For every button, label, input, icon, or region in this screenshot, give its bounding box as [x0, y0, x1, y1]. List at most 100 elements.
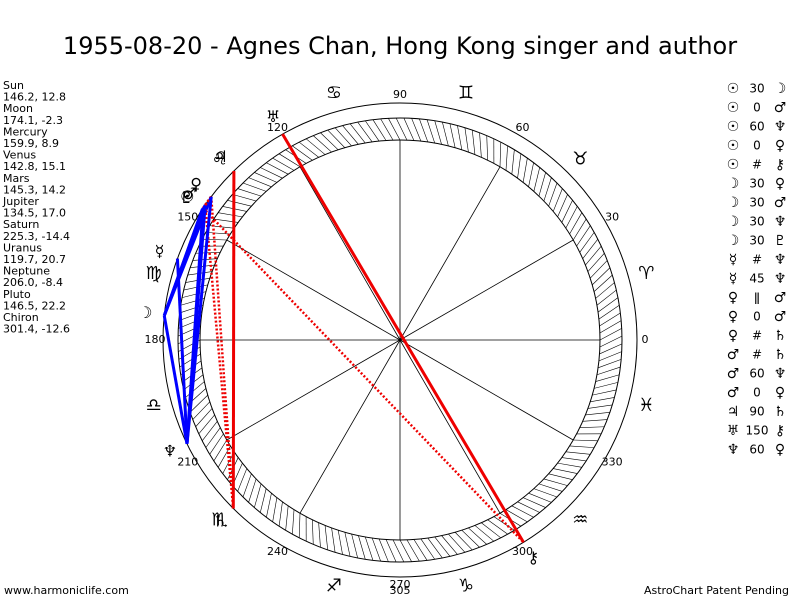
- hatch: [562, 458, 586, 461]
- aspect-from: ☉: [727, 100, 740, 116]
- hatch: [358, 536, 365, 560]
- sign-glyph: ♈: [638, 263, 654, 284]
- hatch: [286, 506, 288, 530]
- hatch: [338, 530, 342, 554]
- aspect-type: 30: [749, 234, 764, 248]
- aspect-line: [205, 205, 233, 508]
- hatch: [193, 402, 210, 420]
- spoke: [400, 167, 500, 340]
- hatch: [407, 540, 419, 561]
- hatch: [206, 232, 231, 234]
- hatch: [184, 285, 208, 290]
- hatch: [210, 434, 224, 454]
- aspect-type: 60: [749, 367, 764, 381]
- aspect-from: ♃: [727, 404, 740, 420]
- planet-glyph: ♃: [213, 147, 227, 166]
- aspect-from: ♀: [728, 328, 738, 344]
- spoke: [400, 340, 573, 440]
- hatch: [596, 283, 615, 299]
- hatch: [352, 534, 358, 558]
- hatch: [600, 328, 622, 340]
- hatch: [196, 408, 212, 426]
- aspect-to: ♄: [774, 328, 787, 344]
- hatch: [373, 120, 386, 141]
- hatch: [214, 440, 227, 461]
- planet-glyph: ♇: [179, 188, 193, 207]
- hatch: [512, 150, 514, 174]
- hatch: [590, 397, 614, 401]
- aspect-from: ☉: [727, 119, 740, 135]
- hatch: [343, 126, 359, 145]
- title: 1955-08-20 - Agnes Chan, Hong Kong singe…: [63, 32, 737, 60]
- aspect-to: ♄: [774, 347, 787, 363]
- hatch: [428, 538, 443, 558]
- hatch: [243, 183, 266, 191]
- planet-position: 301.4, -12.6: [3, 323, 70, 336]
- aspect-type: 150: [746, 424, 769, 438]
- hatch: [549, 474, 573, 480]
- aspect-to: ♂: [774, 100, 787, 116]
- aspect-to: ⚷: [775, 423, 785, 439]
- hatch: [488, 520, 508, 534]
- spoke: [300, 340, 400, 513]
- hatch: [506, 146, 508, 171]
- hatch: [266, 163, 288, 174]
- hatch: [462, 530, 480, 547]
- hatch: [365, 537, 373, 560]
- degree-label: 240: [267, 545, 288, 558]
- hatch: [292, 510, 294, 535]
- aspect-to: ♀: [775, 138, 785, 154]
- aspect-from: ♂: [727, 347, 740, 363]
- hatch: [372, 538, 380, 561]
- sign-glyph: ♋: [326, 83, 342, 104]
- hatch: [523, 158, 527, 182]
- hatch: [414, 540, 427, 561]
- hatch: [597, 290, 616, 305]
- hatch: [186, 382, 205, 398]
- hatch: [427, 120, 435, 143]
- hatch: [273, 498, 277, 522]
- planet-glyph: ☽: [138, 303, 152, 322]
- hatch: [350, 124, 365, 143]
- aspect-from: ☽: [727, 214, 740, 230]
- hatch: [238, 189, 261, 197]
- hatch: [580, 232, 594, 252]
- aspect-type: 30: [749, 82, 764, 96]
- hatch: [539, 172, 546, 196]
- hatch: [534, 489, 557, 497]
- hatch: [299, 142, 318, 157]
- hatch: [199, 415, 215, 434]
- hatch: [598, 359, 621, 367]
- hatch: [306, 139, 325, 155]
- hatch: [566, 452, 590, 454]
- hatch: [266, 493, 271, 517]
- hatch: [583, 420, 608, 422]
- degree-label: 270: [390, 578, 411, 591]
- aspect-to: ♂: [774, 195, 787, 211]
- hatch: [450, 124, 455, 148]
- hatch: [558, 463, 582, 467]
- aspect-type: ǁ: [754, 291, 760, 305]
- hatch: [512, 506, 534, 517]
- aspect-from: ☉: [727, 138, 740, 154]
- aspect-from: ☿: [729, 252, 738, 268]
- degree-label: 0: [642, 333, 649, 346]
- hatch: [381, 119, 393, 140]
- aspect-to: ♆: [774, 252, 787, 268]
- hatch: [249, 178, 272, 187]
- planet-glyph: ♅: [266, 107, 280, 126]
- aspect-to: ♆: [774, 214, 787, 230]
- hatch: [227, 200, 251, 206]
- hatch: [273, 158, 294, 170]
- hatch: [585, 246, 601, 265]
- aspect-to: ☽: [774, 81, 787, 97]
- aspect-from: ♆: [727, 442, 740, 458]
- hatch: [487, 136, 488, 161]
- hatch: [518, 154, 521, 178]
- hatch: [249, 479, 257, 502]
- degree-label: 330: [602, 456, 623, 469]
- hatch: [388, 118, 400, 140]
- hatch: [573, 440, 598, 441]
- aspect-from: ☿: [729, 271, 738, 287]
- hatch: [335, 128, 352, 146]
